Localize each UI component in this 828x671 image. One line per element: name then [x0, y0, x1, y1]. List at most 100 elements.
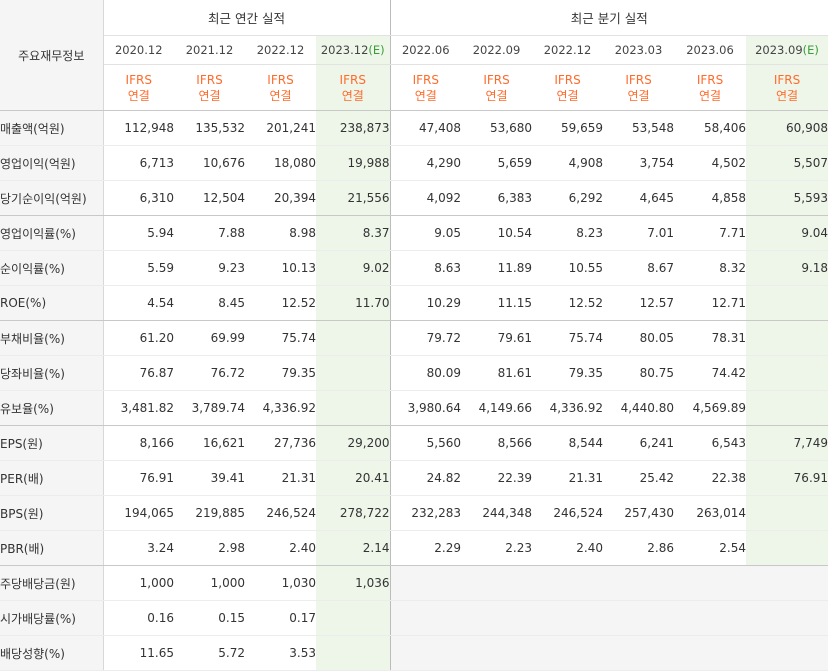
- table-row: BPS(원) 194,065 219,885 246,524 278,722 232,28…: [0, 495, 828, 531]
- table-cell: [674, 565, 747, 601]
- table-cell: 9.04: [746, 215, 828, 251]
- table-cell: 12.71: [674, 285, 747, 321]
- table-cell: 6,292: [532, 180, 604, 216]
- table-cell: 2.40: [245, 530, 316, 566]
- table-cell: 5.72: [174, 635, 245, 671]
- table-cell: [316, 320, 391, 356]
- ifrs-text: IFRS: [412, 72, 439, 87]
- ifrs-consolidated-label: IFRS 연결: [316, 64, 391, 111]
- ifrs-consolidated-label: IFRS 연결: [103, 64, 174, 111]
- table-cell: 3,789.74: [174, 390, 245, 426]
- table-cell: 2.86: [603, 530, 675, 566]
- table-cell: 76.91: [103, 460, 174, 496]
- period-header: 2023.12(E): [316, 35, 391, 65]
- row-label: PER(배): [0, 460, 104, 496]
- annual-group-header: 최근 연간 실적: [103, 0, 391, 36]
- ifrs-text: IFRS: [696, 72, 724, 87]
- table-cell: [746, 530, 828, 566]
- ifrs-consolidated-label: IFRS 연결: [174, 64, 245, 111]
- period-header: 2022.09: [461, 35, 533, 65]
- table-cell: 10.29: [389, 285, 462, 321]
- row-label: ROE(%): [0, 285, 104, 321]
- period-header: 2020.12: [103, 35, 174, 65]
- table-row: 당기순이익(억원) 6,310 12,504 20,394 21,556 4,092 6,3…: [0, 180, 828, 216]
- period-header: 2021.12: [174, 35, 245, 65]
- ifrs-consolidated-label: IFRS 연결: [461, 64, 533, 111]
- consolidated-text: 연결: [698, 88, 722, 103]
- table-row: 주당배당금(원) 1,000 1,000 1,030 1,036: [0, 565, 828, 601]
- period-label: 2022.12: [543, 43, 592, 57]
- table-cell: 4,336.92: [532, 390, 604, 426]
- consolidated-text: 연결: [269, 88, 292, 103]
- ifrs-text: IFRS: [483, 72, 510, 87]
- table-cell: 8.63: [389, 250, 462, 286]
- table-cell: 22.39: [461, 460, 533, 496]
- consolidated-text: 연결: [341, 88, 364, 103]
- table-cell: [746, 285, 828, 321]
- table-cell: 2.14: [316, 530, 391, 566]
- table-cell: 75.74: [245, 320, 316, 356]
- table-cell: 219,885: [174, 495, 245, 531]
- table-cell: [746, 600, 828, 636]
- consolidated-text: 연결: [485, 88, 508, 103]
- table-cell: 61.20: [103, 320, 174, 356]
- ifrs-text: IFRS: [125, 72, 152, 87]
- row-label: 시가배당률(%): [0, 600, 104, 636]
- table-cell: 79.72: [389, 320, 462, 356]
- table-cell: [316, 635, 391, 671]
- table-cell: [746, 320, 828, 356]
- table-cell: 4,645: [603, 180, 675, 216]
- table-cell: 25.42: [603, 460, 675, 496]
- table-cell: 5,560: [389, 425, 462, 461]
- ifrs-text: IFRS: [267, 72, 294, 87]
- row-label: 당기순이익(억원): [0, 180, 104, 216]
- consolidated-text: 연결: [414, 88, 437, 103]
- table-cell: 6,383: [461, 180, 533, 216]
- table-cell: [746, 355, 828, 391]
- ifrs-text: IFRS: [625, 72, 652, 87]
- table-cell: [389, 600, 462, 636]
- table-cell: [532, 565, 604, 601]
- table-cell: 8,566: [461, 425, 533, 461]
- table-cell: [461, 565, 533, 601]
- table-cell: 1,000: [103, 565, 174, 601]
- period-label: 2022.06: [401, 43, 450, 57]
- table-cell: 80.75: [603, 355, 675, 391]
- row-label-header: 주요재무정보: [0, 0, 104, 111]
- table-cell: 6,310: [103, 180, 174, 216]
- table-cell: 3,754: [603, 145, 675, 181]
- table-cell: 4,290: [389, 145, 462, 181]
- table-cell: 135,532: [174, 110, 245, 146]
- table-cell: 22.38: [674, 460, 747, 496]
- table-row: 부채비율(%) 61.20 69.99 75.74 79.72 79.61 75.74 80.…: [0, 320, 828, 356]
- table-cell: 21.31: [532, 460, 604, 496]
- table-cell: 5,593: [746, 180, 828, 216]
- table-cell: 6,241: [603, 425, 675, 461]
- table-row: 매출액(억원) 112,948 135,532 201,241 238,873 47,40…: [0, 110, 828, 146]
- table-row: PBR(배) 3.24 2.98 2.40 2.14 2.29 2.23 2.40 2.86 2.…: [0, 530, 828, 566]
- table-cell: 0.15: [174, 600, 245, 636]
- table-cell: 78.31: [674, 320, 747, 356]
- table-cell: 21.31: [245, 460, 316, 496]
- row-label: 배당성향(%): [0, 635, 104, 671]
- table-cell: 9.23: [174, 250, 245, 286]
- table-cell: 74.42: [674, 355, 747, 391]
- table-cell: 76.72: [174, 355, 245, 391]
- table-cell: 6,713: [103, 145, 174, 181]
- table-cell: 257,430: [603, 495, 675, 531]
- table-cell: 4,502: [674, 145, 747, 181]
- table-cell: [603, 600, 675, 636]
- table-cell: 194,065: [103, 495, 174, 531]
- table-cell: 8.32: [674, 250, 747, 286]
- table-row: 영업이익(억원) 6,713 10,676 18,080 19,988 4,290 5,65…: [0, 145, 828, 181]
- ifrs-consolidated-label: IFRS 연결: [532, 64, 604, 111]
- table-cell: 2.54: [674, 530, 747, 566]
- table-cell: [532, 600, 604, 636]
- table-cell: 12.52: [245, 285, 316, 321]
- table-cell: 80.05: [603, 320, 675, 356]
- table-cell: 53,680: [461, 110, 533, 146]
- table-cell: 58,406: [674, 110, 747, 146]
- row-label: EPS(원): [0, 425, 104, 461]
- table-cell: 20.41: [316, 460, 391, 496]
- table-cell: 4,858: [674, 180, 747, 216]
